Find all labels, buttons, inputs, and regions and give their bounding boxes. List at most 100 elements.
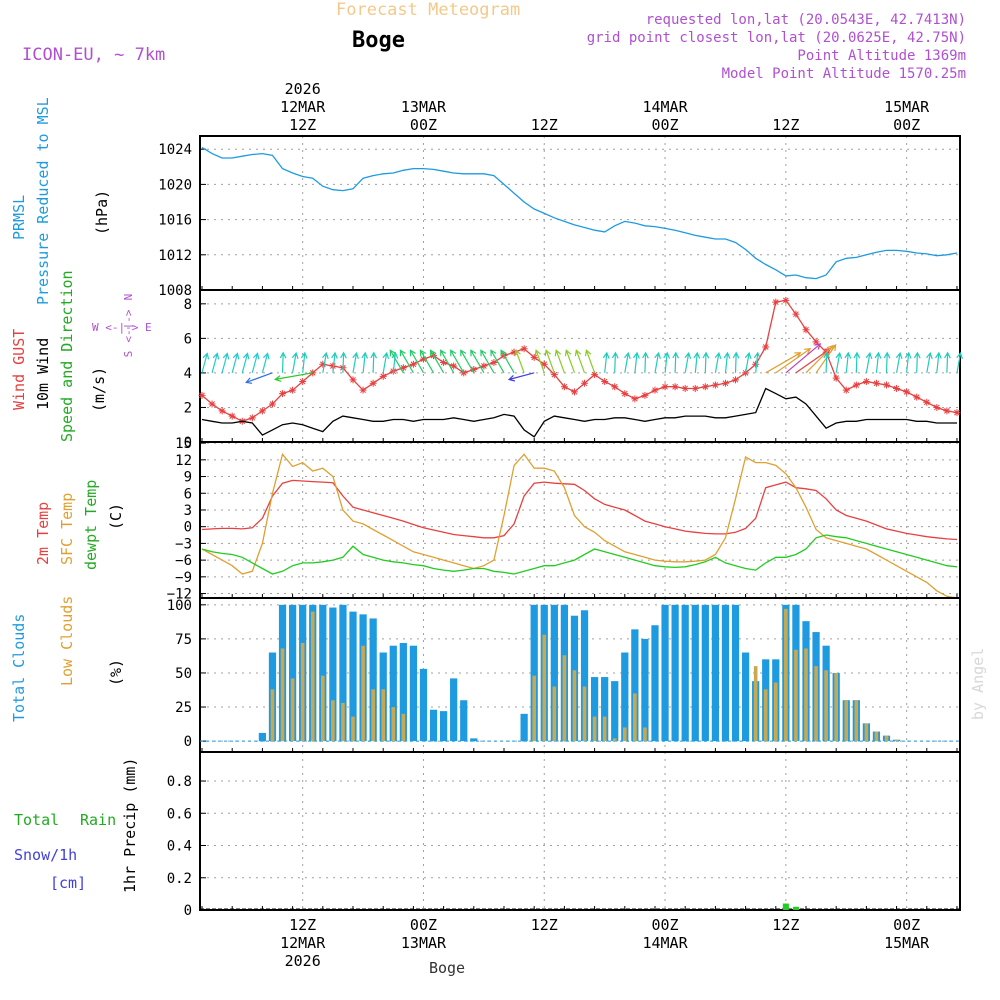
- gust-marker: [490, 359, 498, 367]
- low-cloud-bar: [371, 689, 375, 742]
- wind-arrow: [744, 351, 752, 373]
- gust-marker: [369, 379, 377, 387]
- wind-arrow: [633, 351, 640, 373]
- gust-marker: [540, 360, 548, 368]
- wind-arrow: [279, 351, 287, 373]
- t2m-label: 2m Temp: [34, 502, 52, 565]
- low-cloud-bar: [331, 700, 335, 742]
- gust-marker: [812, 338, 820, 346]
- gust-marker: [279, 390, 287, 398]
- wind-arrow: [419, 349, 435, 374]
- wind-10m-label: 10m Wind: [34, 338, 52, 410]
- y-tick-label: −9: [175, 570, 192, 586]
- top-time-label: 13MAR: [401, 98, 447, 116]
- temp-panel-labels: 2m Temp SFC Temp dewpt Temp (C): [34, 480, 125, 570]
- precip-axis-label: 1hr Precip (mm): [121, 758, 139, 893]
- wind-arrow: [399, 349, 414, 374]
- total-cloud-bar: [329, 607, 337, 742]
- gust-marker: [550, 371, 558, 379]
- requested-coords: requested lon,lat (20.0543E, 42.7413N): [646, 12, 966, 28]
- low-cloud-bar: [381, 689, 386, 742]
- gust-marker: [721, 379, 729, 387]
- y-tick-label: 3: [184, 503, 192, 519]
- y-tick-label: 0.2: [167, 871, 192, 887]
- wind-arrow: [672, 351, 680, 373]
- wind-arrow: [944, 351, 951, 373]
- gust-marker: [570, 388, 578, 396]
- top-time-label: 12MAR: [280, 98, 326, 116]
- top-time-label: 00Z: [893, 116, 920, 134]
- gust-marker: [772, 298, 780, 306]
- gust-marker: [510, 348, 518, 356]
- sfc-temp-line: [201, 452, 958, 599]
- gust-line: [201, 299, 958, 423]
- bottom-time-label: 2026: [285, 952, 321, 970]
- chart-title: Forecast Meteogram: [336, 0, 520, 20]
- gust-marker: [460, 369, 468, 377]
- low-cloud-bar: [844, 700, 849, 742]
- total-rain-label-b: Rain: [80, 811, 116, 829]
- wind-arrow: [642, 351, 649, 373]
- y-tick-label: 6: [184, 331, 192, 347]
- low-cloud-bar: [612, 738, 617, 742]
- y-tick-label: 1024: [158, 142, 192, 158]
- pressure-panel: 1008 1012 1016 1020 1024: [158, 135, 961, 299]
- gust-marker: [762, 343, 770, 351]
- wind-arrow: [823, 351, 831, 373]
- total-cloud-bar: [439, 711, 448, 742]
- gust-marker: [611, 383, 619, 391]
- total-cloud-bar: [288, 604, 297, 742]
- wind-arrow: [429, 349, 445, 374]
- gust-marker: [651, 386, 659, 394]
- total-cloud-bar: [450, 678, 458, 742]
- wind-arrow: [500, 349, 515, 374]
- y-tick-label: 0: [184, 435, 192, 451]
- y-tick-label: 8: [184, 297, 192, 313]
- low-cloud-bar: [562, 655, 567, 742]
- low-cloud-bar: [804, 648, 808, 742]
- total-cloud-bar: [611, 681, 619, 742]
- gust-marker: [560, 383, 568, 391]
- total-cloud-bar: [470, 738, 478, 742]
- low-cloud-bar: [753, 666, 758, 742]
- top-time-label: 14MAR: [642, 98, 688, 116]
- y-tick-label: 100: [167, 598, 192, 614]
- gust-marker: [953, 409, 961, 417]
- wind-arrow: [654, 351, 661, 373]
- gust-marker: [691, 384, 699, 392]
- wind-arrow: [723, 351, 731, 373]
- temp-unit-label: (C): [107, 503, 125, 530]
- wind-arrow: [245, 372, 273, 384]
- gust-marker: [309, 369, 317, 377]
- low-cloud-bar: [351, 716, 355, 742]
- bottom-time-label: 15MAR: [884, 934, 930, 952]
- dewpt-line: [201, 534, 958, 575]
- wind-arrow: [904, 351, 912, 373]
- y-tick-label: 75: [175, 632, 192, 648]
- total-cloud-bar: [721, 604, 730, 742]
- low-cloud-bar: [532, 675, 537, 742]
- low-cloud-bar: [361, 645, 365, 742]
- panel-frame: [199, 135, 961, 291]
- wind-arrow: [844, 351, 852, 373]
- total-cloud-bar: [319, 604, 327, 742]
- y-tick-label: −6: [175, 553, 192, 569]
- total-cloud-bar: [621, 652, 629, 742]
- wind-arrow: [382, 351, 390, 373]
- gust-marker: [289, 386, 297, 394]
- precip-panel: 0 0.2 0.4 0.6 0.8: [167, 751, 961, 919]
- compass-west-east: W <-|-> E: [92, 321, 152, 334]
- gust-marker: [701, 383, 709, 391]
- compass-north: N: [122, 294, 135, 301]
- wind-arrow: [926, 351, 933, 373]
- wind-arrow: [765, 352, 802, 374]
- low-cloud-bar: [763, 689, 768, 742]
- dewpt-label: dewpt Temp: [82, 480, 100, 570]
- low-cloud-bar: [884, 735, 889, 742]
- compass-ns-stem: <-|->: [122, 309, 135, 342]
- y-tick-label: 12: [175, 453, 192, 469]
- wind-arrow: [693, 351, 701, 373]
- wind-arrow: [470, 349, 485, 374]
- top-time-label: 12Z: [772, 116, 799, 134]
